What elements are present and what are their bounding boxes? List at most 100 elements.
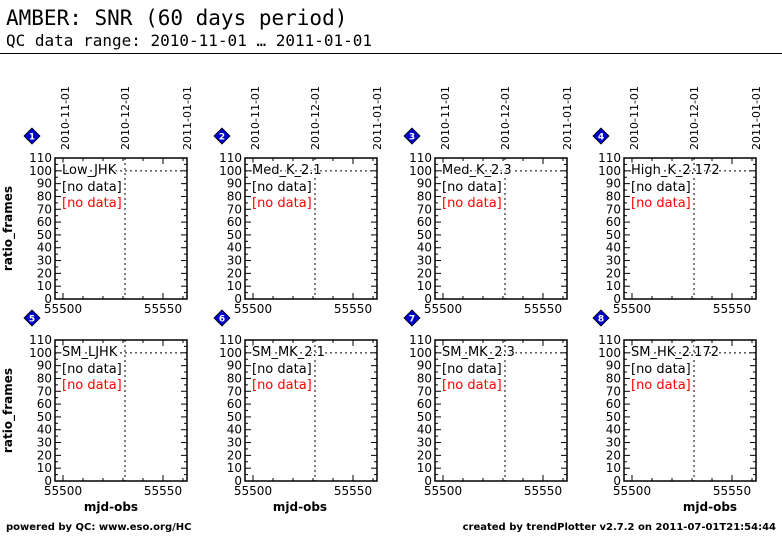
panel-number: 6 [219, 315, 225, 325]
y-tick-label: 100 [219, 164, 242, 178]
x-tick-label: 55550 [144, 302, 182, 316]
panel-number-marker [592, 309, 610, 327]
y-tick-label: 10 [417, 461, 432, 475]
panel-label: SM_MK_2.3 [442, 345, 515, 360]
panel-label: Med_K_2.1 [252, 163, 322, 178]
no-data-label: [no data] [62, 362, 122, 377]
panel-number-marker [23, 127, 41, 145]
y-tick-label: 40 [227, 423, 242, 437]
y-tick-label: 0 [613, 474, 621, 488]
y-tick-label: 70 [606, 202, 621, 216]
y-tick-label: 40 [606, 423, 621, 437]
x-tick-label: 55500 [613, 484, 651, 498]
y-tick-label: 60 [606, 215, 621, 229]
panel-label: SM_HK_2.172 [631, 345, 719, 360]
no-data-label: [no data] [442, 180, 502, 195]
y-tick-label: 10 [227, 461, 242, 475]
y-tick-label: 70 [606, 384, 621, 398]
y-tick-label: 80 [417, 189, 432, 203]
no-data-label: [no data] [252, 180, 312, 195]
y-tick-label: 90 [227, 359, 242, 373]
y-tick-label: 60 [417, 397, 432, 411]
y-tick-label: 20 [417, 266, 432, 280]
y-tick-label: 50 [606, 228, 621, 242]
y-tick-label: 110 [219, 333, 242, 347]
y-tick-label: 50 [227, 228, 242, 242]
y-tick-label: 20 [606, 266, 621, 280]
y-tick-label: 60 [606, 397, 621, 411]
date-tick-label: 2011-01-01 [561, 86, 574, 150]
no-data-label-red: [no data] [631, 378, 691, 393]
y-tick-label: 0 [234, 292, 242, 306]
y-tick-label: 30 [37, 436, 52, 450]
date-tick-label: 2011-01-01 [181, 86, 194, 150]
y-tick-label: 70 [37, 384, 52, 398]
y-tick-label: 10 [37, 279, 52, 293]
y-tick-label: 10 [37, 461, 52, 475]
x-tick-label: 55550 [144, 484, 182, 498]
y-tick-label: 20 [227, 266, 242, 280]
y-tick-label: 80 [37, 371, 52, 385]
date-tick-label: 2010-11-01 [628, 86, 641, 150]
y-tick-label: 40 [606, 241, 621, 255]
y-tick-label: 90 [227, 177, 242, 191]
panel-label: Med_K_2.3 [442, 163, 512, 178]
y-tick-label: 90 [417, 177, 432, 191]
y-tick-label: 10 [417, 279, 432, 293]
date-tick-label: 2010-12-01 [119, 86, 132, 150]
date-tick-label: 2010-11-01 [439, 86, 452, 150]
y-tick-label: 30 [606, 436, 621, 450]
no-data-label: [no data] [62, 180, 122, 195]
y-tick-label: 0 [613, 292, 621, 306]
footer-created-by: created by trendPlotter v2.7.2 on 2011-0… [462, 522, 776, 533]
x-tick-label: 55500 [44, 484, 82, 498]
no-data-label-red: [no data] [62, 196, 122, 211]
y-tick-label: 80 [227, 371, 242, 385]
date-tick-label: 2011-01-01 [750, 86, 763, 150]
y-tick-label: 70 [417, 202, 432, 216]
x-tick-label: 55550 [334, 302, 372, 316]
x-tick-label: 55550 [334, 484, 372, 498]
y-tick-label: 0 [424, 292, 432, 306]
y-tick-label: 100 [29, 164, 52, 178]
no-data-label: [no data] [631, 362, 691, 377]
y-tick-label: 60 [37, 397, 52, 411]
y-tick-label: 10 [606, 461, 621, 475]
y-tick-label: 0 [44, 474, 52, 488]
y-tick-label: 110 [219, 151, 242, 165]
y-tick-label: 60 [227, 397, 242, 411]
y-tick-label: 50 [417, 228, 432, 242]
y-tick-label: 70 [37, 202, 52, 216]
y-tick-label: 30 [227, 436, 242, 450]
date-tick-label: 2010-12-01 [309, 86, 322, 150]
panel-label: SM_LJHK [62, 345, 118, 360]
y-tick-label: 90 [37, 177, 52, 191]
y-axis-label: ratio_frames [1, 368, 16, 453]
y-tick-label: 20 [37, 448, 52, 462]
y-tick-label: 10 [606, 279, 621, 293]
x-tick-label: 55500 [424, 484, 462, 498]
no-data-label-red: [no data] [62, 378, 122, 393]
y-tick-label: 80 [606, 189, 621, 203]
y-tick-label: 100 [598, 164, 621, 178]
y-tick-label: 10 [227, 279, 242, 293]
page-subtitle: QC data range: 2010-11-01 … 2011-01-01 [6, 31, 373, 50]
y-tick-label: 70 [227, 202, 242, 216]
x-tick-label: 55550 [524, 302, 562, 316]
y-tick-label: 40 [227, 241, 242, 255]
x-axis-label: mjd-obs [84, 500, 138, 514]
y-tick-label: 60 [37, 215, 52, 229]
y-tick-label: 80 [227, 189, 242, 203]
panel-label: High_K_2.172 [631, 163, 720, 178]
y-tick-label: 100 [598, 346, 621, 360]
page-title: AMBER: SNR (60 days period) [6, 6, 348, 30]
y-tick-label: 30 [606, 254, 621, 268]
panel-number: 4 [598, 133, 604, 143]
x-tick-label: 55500 [424, 302, 462, 316]
y-tick-label: 100 [219, 346, 242, 360]
panel-number-marker [213, 309, 231, 327]
no-data-label-red: [no data] [252, 196, 312, 211]
panel-number: 7 [409, 315, 415, 325]
